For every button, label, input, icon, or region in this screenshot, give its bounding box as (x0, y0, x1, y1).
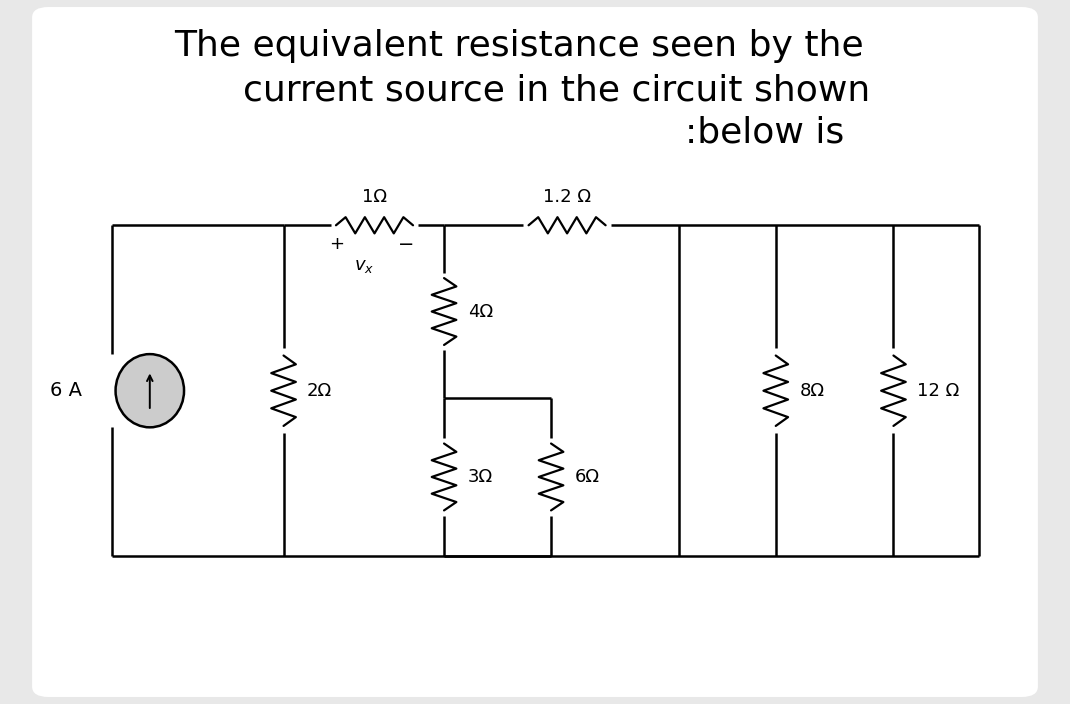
Text: −: − (398, 235, 415, 253)
Text: 6Ω: 6Ω (575, 468, 599, 486)
Text: 3Ω: 3Ω (468, 468, 492, 486)
Text: 4Ω: 4Ω (468, 303, 492, 320)
Text: 12 Ω: 12 Ω (917, 382, 959, 400)
Text: current source in the circuit shown: current source in the circuit shown (243, 73, 870, 107)
Text: :below is: :below is (686, 115, 844, 149)
Ellipse shape (116, 354, 184, 427)
Text: $v_x$: $v_x$ (354, 257, 373, 275)
Text: 6 A: 6 A (50, 382, 82, 400)
Text: 2Ω: 2Ω (307, 382, 332, 400)
Text: 8Ω: 8Ω (799, 382, 824, 400)
Text: The equivalent resistance seen by the: The equivalent resistance seen by the (174, 29, 863, 63)
Text: 1Ω: 1Ω (362, 187, 387, 206)
Text: +: + (330, 235, 345, 253)
Text: 1.2 Ω: 1.2 Ω (544, 187, 591, 206)
